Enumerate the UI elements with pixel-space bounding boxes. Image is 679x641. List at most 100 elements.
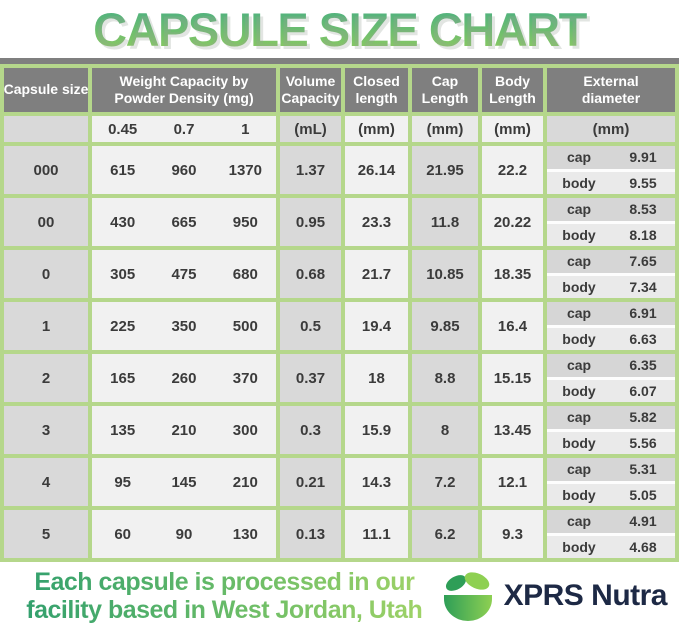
- external-diameter-cell: cap 4.91 body 4.68: [547, 510, 675, 558]
- volume-capacity-cell: 1.37: [280, 146, 341, 194]
- ext-cap-label: cap: [566, 201, 592, 218]
- capsule-size-cell: 4: [4, 458, 88, 506]
- ext-body-label: body: [562, 486, 596, 503]
- external-body-row: body 8.18: [547, 223, 675, 246]
- density-045-label: 0.45: [108, 120, 138, 138]
- closed-length-cell: 11.1: [345, 510, 408, 558]
- unit-cell-capsule-size: [4, 116, 88, 142]
- ext-cap-value: 9.91: [629, 149, 657, 166]
- external-body-row: body 6.63: [547, 327, 675, 350]
- external-diameter-cell: cap 5.82 body 5.56: [547, 406, 675, 454]
- ext-body-value: 4.68: [629, 538, 657, 555]
- xprs-nutra-logo-icon: [443, 572, 492, 621]
- density-07-label: 0.7: [173, 120, 195, 138]
- volume-capacity-cell: 0.95: [280, 198, 341, 246]
- unit-cell-densities: 0.45 0.7 1: [92, 116, 276, 142]
- footer: Each capsule is processed in our facilit…: [0, 568, 679, 624]
- weight-density-1-value: 370: [232, 369, 258, 387]
- external-cap-row: cap 4.91: [547, 510, 675, 533]
- footer-note: Each capsule is processed in our facilit…: [10, 568, 439, 624]
- footer-note-line1: Each capsule is processed in our: [34, 568, 415, 596]
- ext-body-value: 5.05: [629, 486, 657, 503]
- weight-density-07-value: 350: [171, 317, 197, 335]
- weight-density-1-value: 1370: [228, 161, 262, 179]
- volume-capacity-cell: 0.13: [280, 510, 341, 558]
- weight-density-045-value: 95: [114, 473, 131, 491]
- ext-cap-value: 8.53: [629, 201, 657, 218]
- external-body-row: body 9.55: [547, 171, 675, 194]
- cap-length-cell: 10.85: [412, 250, 478, 298]
- ext-body-label: body: [562, 538, 596, 555]
- unit-cell-volume: (mL): [280, 116, 341, 142]
- weight-density-07-value: 260: [171, 369, 197, 387]
- body-length-cell: 20.22: [482, 198, 543, 246]
- weight-density-045-value: 225: [110, 317, 136, 335]
- weight-density-07-value: 475: [171, 265, 197, 283]
- capsule-size-table: Capsule size Weight Capacity by Powder D…: [0, 58, 679, 562]
- cap-length-cell: 7.2: [412, 458, 478, 506]
- capsule-size-cell: 2: [4, 354, 88, 402]
- closed-length-cell: 18: [345, 354, 408, 402]
- external-cap-row: cap 7.65: [547, 250, 675, 273]
- cap-length-cell: 8.8: [412, 354, 478, 402]
- brand-name: XPRS Nutra: [503, 579, 668, 612]
- volume-capacity-cell: 0.5: [280, 302, 341, 350]
- closed-length-cell: 14.3: [345, 458, 408, 506]
- col-header-body-length: Body Length: [482, 68, 543, 112]
- unit-cell-closed-length: (mm): [345, 116, 408, 142]
- weight-capacity-cell: 95 145 210: [92, 458, 276, 506]
- cap-length-cell: 21.95: [412, 146, 478, 194]
- brand: XPRS Nutra: [439, 570, 671, 622]
- ext-cap-label: cap: [566, 253, 592, 270]
- capsule-size-cell: 3: [4, 406, 88, 454]
- ext-body-label: body: [562, 226, 596, 243]
- capsule-size-cell: 000: [4, 146, 88, 194]
- closed-length-cell: 19.4: [345, 302, 408, 350]
- capsule-size-cell: 5: [4, 510, 88, 558]
- external-diameter-cell: cap 7.65 body 7.34: [547, 250, 675, 298]
- external-body-row: body 7.34: [547, 275, 675, 298]
- weight-density-07-value: 960: [171, 161, 197, 179]
- cap-length-cell: 11.8: [412, 198, 478, 246]
- weight-density-07-value: 665: [171, 213, 197, 231]
- capsule-size-cell: 0: [4, 250, 88, 298]
- volume-capacity-cell: 0.37: [280, 354, 341, 402]
- ext-cap-label: cap: [566, 149, 592, 166]
- col-header-external-diameter-label: External diameter: [581, 72, 641, 107]
- weight-density-1-value: 950: [232, 213, 258, 231]
- external-diameter-cell: cap 6.91 body 6.63: [547, 302, 675, 350]
- external-cap-row: cap 6.91: [547, 302, 675, 325]
- cap-length-cell: 8: [412, 406, 478, 454]
- weight-capacity-cell: 615 960 1370: [92, 146, 276, 194]
- col-header-external-diameter: External diameter: [547, 68, 675, 112]
- weight-density-1-value: 500: [232, 317, 258, 335]
- volume-capacity-cell: 0.21: [280, 458, 341, 506]
- cap-length-cell: 9.85: [412, 302, 478, 350]
- ext-body-value: 6.07: [629, 382, 657, 399]
- weight-capacity-cell: 165 260 370: [92, 354, 276, 402]
- weight-density-045-value: 165: [110, 369, 136, 387]
- ext-cap-label: cap: [566, 357, 592, 374]
- col-header-capsule-size: Capsule size: [4, 68, 88, 112]
- ext-cap-value: 7.65: [629, 253, 657, 270]
- ext-cap-value: 4.91: [629, 513, 657, 530]
- cap-length-cell: 6.2: [412, 510, 478, 558]
- body-length-cell: 16.4: [482, 302, 543, 350]
- external-cap-row: cap 9.91: [547, 146, 675, 169]
- external-body-row: body 5.56: [547, 431, 675, 454]
- weight-density-045-value: 60: [114, 525, 131, 543]
- body-length-cell: 12.1: [482, 458, 543, 506]
- external-body-row: body 6.07: [547, 379, 675, 402]
- body-length-cell: 15.15: [482, 354, 543, 402]
- unit-cell-body-length: (mm): [482, 116, 543, 142]
- ext-body-label: body: [562, 382, 596, 399]
- external-cap-row: cap 5.82: [547, 406, 675, 429]
- ext-cap-label: cap: [566, 513, 592, 530]
- ext-cap-value: 5.82: [629, 409, 657, 426]
- unit-cell-external-diameter: (mm): [547, 116, 675, 142]
- weight-density-1-value: 210: [232, 473, 258, 491]
- external-diameter-cell: cap 9.91 body 9.55: [547, 146, 675, 194]
- weight-density-045-value: 305: [110, 265, 136, 283]
- closed-length-cell: 23.3: [345, 198, 408, 246]
- ext-body-label: body: [562, 278, 596, 295]
